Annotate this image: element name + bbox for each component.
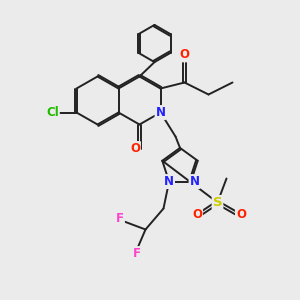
Text: O: O <box>192 208 202 221</box>
Text: O: O <box>179 48 190 62</box>
Text: O: O <box>236 208 246 221</box>
Text: N: N <box>155 106 166 119</box>
Text: N: N <box>164 175 174 188</box>
Text: F: F <box>116 212 124 225</box>
Text: F: F <box>133 247 140 260</box>
Text: Cl: Cl <box>46 106 59 119</box>
Text: S: S <box>213 196 222 209</box>
Text: O: O <box>130 142 140 155</box>
Text: N: N <box>190 175 200 188</box>
